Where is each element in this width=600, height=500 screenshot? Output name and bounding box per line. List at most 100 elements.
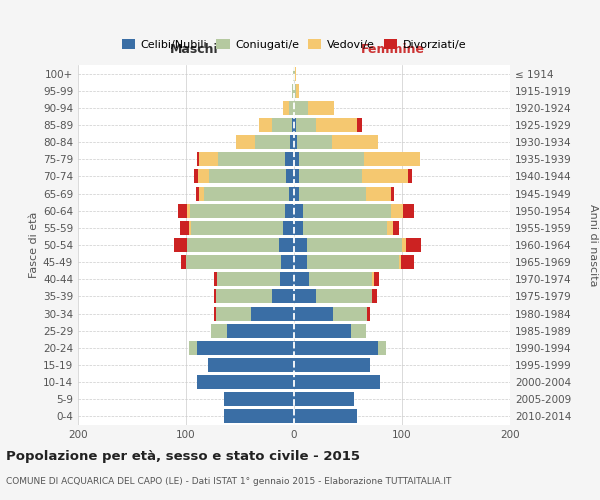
Bar: [294, 290, 316, 304]
Bar: [224, 410, 294, 424]
Bar: [283, 101, 289, 115]
Bar: [294, 221, 302, 235]
Bar: [196, 186, 199, 200]
Bar: [272, 290, 294, 304]
Bar: [205, 186, 289, 200]
Bar: [296, 84, 299, 98]
Bar: [294, 392, 355, 406]
Bar: [399, 255, 401, 269]
Bar: [403, 204, 414, 218]
Bar: [409, 170, 412, 183]
Bar: [394, 221, 399, 235]
Bar: [316, 118, 356, 132]
Bar: [224, 392, 294, 406]
Bar: [272, 118, 292, 132]
Bar: [307, 238, 402, 252]
Text: Maschi: Maschi: [170, 43, 219, 56]
Text: Femmine: Femmine: [361, 43, 425, 56]
Bar: [294, 170, 299, 183]
Bar: [279, 238, 294, 252]
Bar: [387, 221, 394, 235]
Bar: [280, 272, 294, 286]
Bar: [309, 272, 372, 286]
Bar: [294, 186, 299, 200]
Bar: [189, 341, 197, 355]
Bar: [295, 66, 296, 80]
Bar: [251, 306, 294, 320]
Bar: [302, 204, 391, 218]
Bar: [297, 135, 332, 149]
Bar: [294, 375, 380, 389]
Text: COMUNE DI ACQUARICA DEL CAPO (LE) - Dati ISTAT 1° gennaio 2015 - Elaborazione TU: COMUNE DI ACQUARICA DEL CAPO (LE) - Dati…: [6, 478, 451, 486]
Bar: [391, 186, 394, 200]
Bar: [289, 186, 294, 200]
Bar: [294, 66, 295, 80]
Bar: [216, 306, 251, 320]
Bar: [281, 255, 294, 269]
Bar: [197, 152, 199, 166]
Bar: [181, 255, 186, 269]
Bar: [194, 170, 198, 183]
Bar: [356, 118, 362, 132]
Bar: [218, 152, 286, 166]
Bar: [367, 306, 370, 320]
Bar: [286, 204, 294, 218]
Bar: [214, 290, 216, 304]
Bar: [294, 118, 296, 132]
Bar: [332, 135, 378, 149]
Bar: [214, 306, 216, 320]
Bar: [308, 101, 334, 115]
Bar: [294, 410, 356, 424]
Bar: [259, 118, 272, 132]
Bar: [296, 118, 316, 132]
Bar: [191, 221, 283, 235]
Bar: [290, 135, 294, 149]
Bar: [286, 152, 294, 166]
Bar: [211, 324, 227, 338]
Bar: [178, 204, 187, 218]
Bar: [294, 238, 307, 252]
Text: Popolazione per età, sesso e stato civile - 2015: Popolazione per età, sesso e stato civil…: [6, 450, 360, 463]
Bar: [372, 290, 377, 304]
Bar: [236, 135, 255, 149]
Bar: [187, 204, 190, 218]
Bar: [391, 204, 403, 218]
Bar: [378, 341, 386, 355]
Bar: [299, 186, 367, 200]
Bar: [294, 341, 378, 355]
Bar: [199, 186, 205, 200]
Bar: [214, 272, 217, 286]
Bar: [294, 101, 308, 115]
Bar: [292, 118, 294, 132]
Bar: [283, 221, 294, 235]
Bar: [294, 272, 309, 286]
Bar: [294, 84, 296, 98]
Bar: [217, 272, 280, 286]
Bar: [299, 152, 364, 166]
Bar: [197, 375, 294, 389]
Bar: [307, 255, 399, 269]
Bar: [401, 255, 414, 269]
Bar: [174, 238, 187, 252]
Bar: [189, 221, 191, 235]
Bar: [293, 66, 294, 80]
Bar: [216, 290, 272, 304]
Bar: [362, 170, 409, 183]
Bar: [286, 170, 294, 183]
Bar: [372, 272, 374, 286]
Bar: [402, 238, 406, 252]
Bar: [179, 221, 189, 235]
Bar: [294, 152, 299, 166]
Bar: [374, 272, 379, 286]
Bar: [302, 221, 387, 235]
Bar: [289, 101, 294, 115]
Bar: [186, 255, 281, 269]
Y-axis label: Fasce di età: Fasce di età: [29, 212, 39, 278]
Bar: [197, 341, 294, 355]
Bar: [364, 152, 421, 166]
Bar: [190, 204, 286, 218]
Bar: [294, 324, 351, 338]
Bar: [316, 290, 372, 304]
Bar: [198, 170, 209, 183]
Bar: [294, 358, 370, 372]
